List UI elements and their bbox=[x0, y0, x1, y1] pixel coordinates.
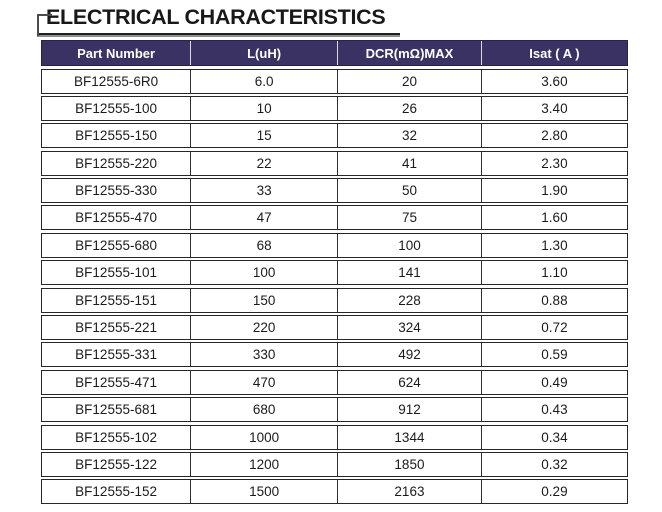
isat-cell: 0.32 bbox=[541, 456, 568, 472]
dcr-cell: 20 bbox=[338, 69, 482, 93]
table-row: BF12555-6R0 6.0 20 3.60 bbox=[41, 68, 628, 94]
inductance-cell: 150 bbox=[191, 288, 338, 312]
table-body: BF12555-6R0 6.0 20 3.60 BF12555-100 10 2… bbox=[41, 68, 628, 505]
isat-cell: 2.80 bbox=[541, 128, 568, 144]
column-header-isat: Isat ( A ) bbox=[529, 45, 580, 61]
isat-cell: 0.72 bbox=[541, 320, 568, 336]
inductance-cell: 1500 bbox=[191, 480, 338, 504]
part-number-cell: BF12555-470 bbox=[42, 206, 192, 230]
dcr-cell: 324 bbox=[338, 316, 482, 340]
part-number-cell: BF12555-101 bbox=[42, 261, 192, 285]
inductance-cell: 15 bbox=[191, 124, 338, 148]
isat-cell: 0.29 bbox=[541, 484, 568, 500]
isat-cell: 3.60 bbox=[541, 73, 568, 89]
part-number-cell: BF12555-6R0 bbox=[42, 69, 192, 93]
inductance-cell: 47 bbox=[191, 206, 338, 230]
table-row: BF12555-330 33 50 1.90 bbox=[41, 178, 628, 204]
table-row: BF12555-150 15 32 2.80 bbox=[41, 123, 628, 149]
inductance-cell: 22 bbox=[191, 151, 338, 175]
dcr-cell: 32 bbox=[338, 124, 482, 148]
inductance-cell: 220 bbox=[191, 316, 338, 340]
part-number-cell: BF12555-150 bbox=[42, 124, 192, 148]
table-row: BF12555-471 470 624 0.49 bbox=[41, 369, 628, 395]
part-number-cell: BF12555-680 bbox=[42, 233, 192, 257]
inductance-cell: 100 bbox=[191, 261, 338, 285]
dcr-cell: 50 bbox=[338, 179, 482, 203]
dcr-cell: 1850 bbox=[338, 452, 482, 476]
part-number-cell: BF12555-220 bbox=[42, 151, 192, 175]
part-number-cell: BF12555-102 bbox=[42, 425, 192, 449]
column-header-inductance: L(uH) bbox=[191, 41, 338, 65]
inductance-cell: 1200 bbox=[191, 452, 338, 476]
table-row: BF12555-101 100 141 1.10 bbox=[41, 260, 628, 286]
dcr-cell: 100 bbox=[338, 233, 482, 257]
table-header-row: Part Number L(uH) DCR(mΩ)MAX Isat ( A ) bbox=[41, 40, 628, 66]
table-row: BF12555-221 220 324 0.72 bbox=[41, 315, 628, 341]
column-header-part-number: Part Number bbox=[42, 41, 192, 65]
table-row: BF12555-152 1500 2163 0.29 bbox=[41, 479, 628, 505]
page-title: ELECTRICAL CHARACTERISTICS bbox=[46, 5, 386, 29]
part-number-cell: BF12555-471 bbox=[42, 370, 192, 394]
inductance-cell: 680 bbox=[191, 398, 338, 422]
column-header-dcr-max: DCR(mΩ)MAX bbox=[338, 41, 482, 65]
inductance-cell: 33 bbox=[191, 179, 338, 203]
dcr-cell: 228 bbox=[338, 288, 482, 312]
section-title-block: ELECTRICAL CHARACTERISTICS bbox=[37, 3, 400, 37]
table-row: BF12555-151 150 228 0.88 bbox=[41, 287, 628, 313]
title-underline bbox=[37, 33, 400, 37]
table-row: BF12555-680 68 100 1.30 bbox=[41, 232, 628, 258]
part-number-cell: BF12555-152 bbox=[42, 480, 192, 504]
dcr-cell: 26 bbox=[338, 96, 482, 120]
isat-cell: 0.59 bbox=[541, 347, 568, 363]
table-row: BF12555-681 680 912 0.43 bbox=[41, 397, 628, 423]
isat-cell: 1.90 bbox=[541, 183, 568, 199]
isat-cell: 1.10 bbox=[541, 265, 568, 281]
isat-cell: 0.88 bbox=[541, 292, 568, 308]
dcr-cell: 2163 bbox=[338, 480, 482, 504]
inductance-cell: 330 bbox=[191, 343, 338, 367]
isat-cell: 1.30 bbox=[541, 237, 568, 253]
isat-cell: 3.40 bbox=[541, 100, 568, 116]
part-number-cell: BF12555-331 bbox=[42, 343, 192, 367]
table-row: BF12555-220 22 41 2.30 bbox=[41, 150, 628, 176]
table-row: BF12555-470 47 75 1.60 bbox=[41, 205, 628, 231]
part-number-cell: BF12555-681 bbox=[42, 398, 192, 422]
isat-cell: 0.34 bbox=[541, 429, 568, 445]
dcr-cell: 624 bbox=[338, 370, 482, 394]
inductance-cell: 1000 bbox=[191, 425, 338, 449]
part-number-cell: BF12555-122 bbox=[42, 452, 192, 476]
part-number-cell: BF12555-221 bbox=[42, 316, 192, 340]
isat-cell: 0.49 bbox=[541, 374, 568, 390]
part-number-cell: BF12555-151 bbox=[42, 288, 192, 312]
isat-cell: 1.60 bbox=[541, 210, 568, 226]
isat-cell: 2.30 bbox=[541, 155, 568, 171]
table-row: BF12555-122 1200 1850 0.32 bbox=[41, 451, 628, 477]
dcr-cell: 492 bbox=[338, 343, 482, 367]
part-number-cell: BF12555-330 bbox=[42, 179, 192, 203]
table-row: BF12555-331 330 492 0.59 bbox=[41, 342, 628, 368]
inductance-cell: 6.0 bbox=[191, 69, 338, 93]
dcr-cell: 912 bbox=[338, 398, 482, 422]
dcr-cell: 1344 bbox=[338, 425, 482, 449]
table-row: BF12555-100 10 26 3.40 bbox=[41, 95, 628, 121]
inductance-cell: 68 bbox=[191, 233, 338, 257]
table-row: BF12555-102 1000 1344 0.34 bbox=[41, 424, 628, 450]
electrical-characteristics-table: Part Number L(uH) DCR(mΩ)MAX Isat ( A ) … bbox=[41, 40, 628, 505]
inductance-cell: 10 bbox=[191, 96, 338, 120]
inductance-cell: 470 bbox=[191, 370, 338, 394]
dcr-cell: 75 bbox=[338, 206, 482, 230]
dcr-cell: 141 bbox=[338, 261, 482, 285]
dcr-cell: 41 bbox=[338, 151, 482, 175]
part-number-cell: BF12555-100 bbox=[42, 96, 192, 120]
corner-bracket-icon bbox=[37, 14, 52, 36]
isat-cell: 0.43 bbox=[541, 402, 568, 418]
